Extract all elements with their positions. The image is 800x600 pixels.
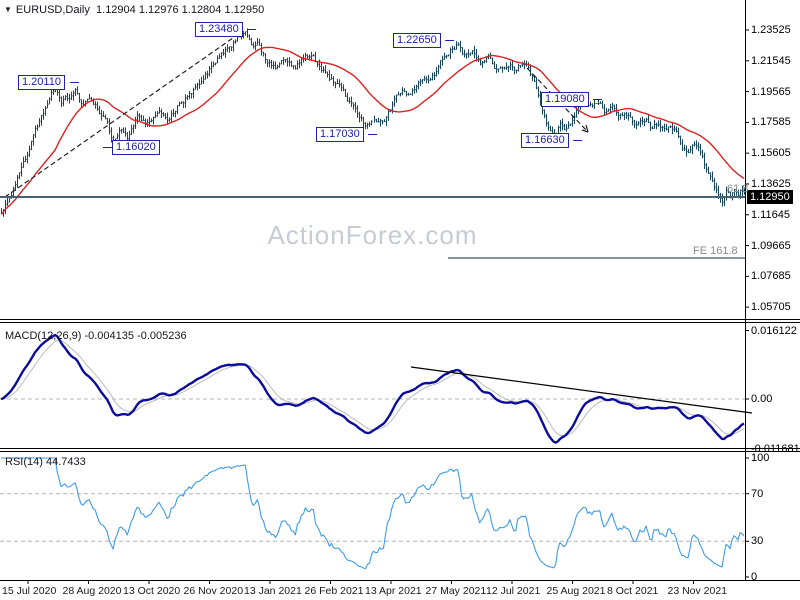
date-axis-label: 23 Nov 2021 xyxy=(667,585,728,597)
watermark: ActionForex.com xyxy=(267,220,478,250)
macd-axis-label: 0.00 xyxy=(751,393,773,405)
symbol-label: EURUSD,Daily xyxy=(15,4,90,16)
fib-61-8-label: 61.8 xyxy=(727,183,749,195)
date-axis-label: 13 Oct 2020 xyxy=(123,585,181,597)
swing-label: 1.19080 xyxy=(541,92,589,107)
macd-main-line xyxy=(0,333,745,444)
price-axis-label: 1.09665 xyxy=(751,239,791,252)
date-axis-label: 25 Aug 2021 xyxy=(546,585,606,597)
ohlc-values: 1.12904 1.12976 1.12804 1.12950 xyxy=(96,4,265,16)
date-axis-label: 15 Jul 2020 xyxy=(2,585,57,597)
rsi-axis-label: 0 xyxy=(751,571,758,583)
dashed-trendline xyxy=(4,30,244,198)
price-axis-label: 1.13625 xyxy=(751,177,791,190)
swing-label: 1.16020 xyxy=(112,140,160,155)
macd-axis-label: -0.011681 xyxy=(751,442,800,455)
date-axis-label: 28 Aug 2020 xyxy=(62,585,122,597)
price-axis-label: 1.23525 xyxy=(751,24,791,36)
macd-signal-line xyxy=(0,339,745,437)
price-axis-label: 1.21545 xyxy=(751,54,791,67)
chart-title-bar: ▼ EURUSD,Daily 1.12904 1.12976 1.12804 1.… xyxy=(4,4,264,16)
date-axis-label: 12 Jul 2021 xyxy=(486,585,541,597)
price-axis-label: 1.11645 xyxy=(751,208,790,221)
date-axis-label: 26 Nov 2020 xyxy=(183,585,244,597)
macd-axis-label: 0.016122 xyxy=(751,324,797,337)
symbol-dropdown-icon[interactable]: ▼ xyxy=(4,5,12,14)
moving-average-line xyxy=(0,46,745,215)
price-axis-label: 1.05705 xyxy=(751,301,791,314)
price-axis-label: 1.19565 xyxy=(751,85,791,98)
trendline-arrowhead xyxy=(581,129,589,133)
rsi-line xyxy=(1,457,745,570)
candlestick-bars xyxy=(1,28,745,217)
swing-label: 1.17030 xyxy=(316,127,364,142)
date-axis-label: 27 May 2021 xyxy=(425,585,487,597)
macd-trendline xyxy=(410,366,753,414)
swing-label: 1.20110 xyxy=(18,75,65,90)
date-axis-label: 26 Feb 2021 xyxy=(304,585,364,597)
trendline-arrowhead xyxy=(585,124,589,133)
rsi-axis-label: 30 xyxy=(751,535,764,548)
price-axis-label: 1.07685 xyxy=(751,270,791,283)
current-price-badge: 1.12950 xyxy=(747,190,793,204)
rsi-axis-label: 100 xyxy=(751,452,770,464)
swing-label: 1.23480 xyxy=(195,22,243,37)
macd-indicator-label: MACD(12,26,9) -0.004135 -0.005236 xyxy=(5,330,187,342)
date-axis-label: 8 Oct 2021 xyxy=(607,585,659,597)
date-axis-label: 13 Apr 2021 xyxy=(365,585,422,597)
price-axis-label: 1.17585 xyxy=(751,116,791,129)
date-axis-label: 13 Jan 2021 xyxy=(244,585,302,597)
swing-label: 1.16630 xyxy=(521,133,569,148)
price-axis-label: 1.15605 xyxy=(751,147,791,160)
fe-161-8-label: FE 161.8 xyxy=(693,245,738,257)
swing-label: 1.22650 xyxy=(393,33,441,48)
rsi-indicator-label: RSI(14) 44.7433 xyxy=(5,456,86,468)
rsi-axis-label: 70 xyxy=(751,487,764,500)
